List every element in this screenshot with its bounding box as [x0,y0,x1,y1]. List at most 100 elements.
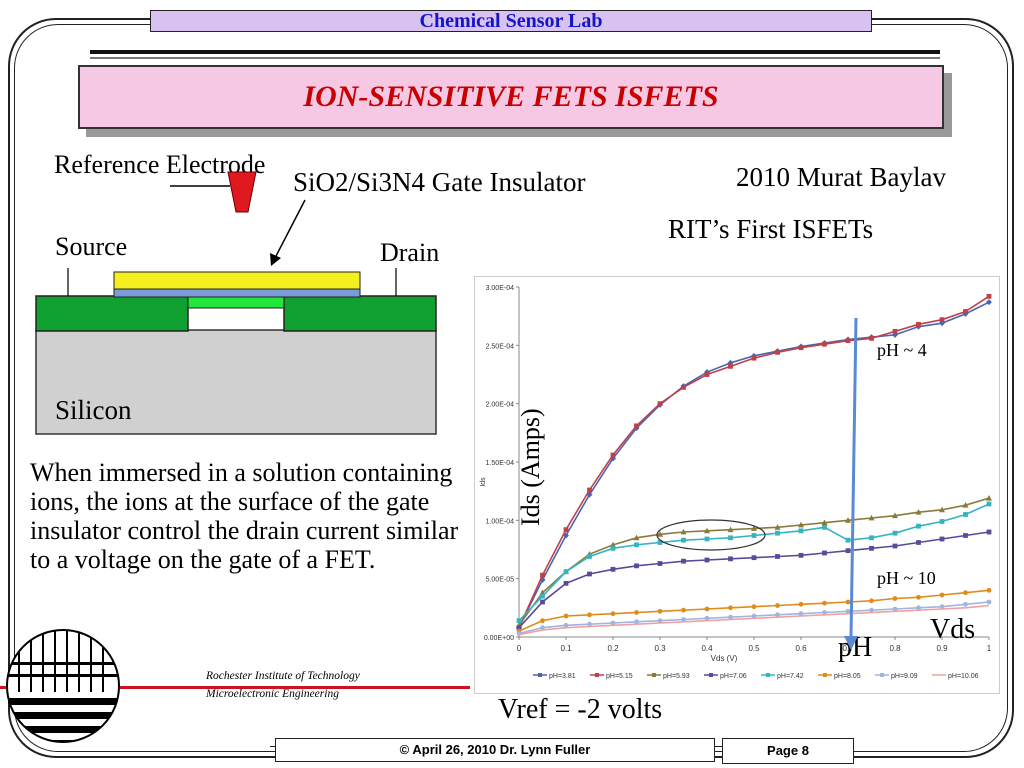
data-point [986,501,992,507]
data-point [704,606,710,612]
data-point [751,555,757,561]
data-point [563,622,569,628]
legend-label: pH=8.05 [834,673,861,680]
chart-caption: RIT’s First ISFETs [668,214,874,244]
legend-marker [880,673,884,677]
data-point [939,592,945,598]
lab-banner: Chemical Sensor Lab [150,10,872,32]
data-point [798,528,804,534]
legend-label: pH=7.42 [777,673,804,680]
data-point [869,598,874,604]
data-point [939,519,945,524]
legend-marker [652,673,656,677]
data-point [916,594,921,600]
data-point [775,603,780,608]
data-point [516,625,522,631]
data-point [869,607,874,613]
data-point [775,349,780,355]
data-point [845,608,851,614]
data-point [822,610,827,615]
logo-line1: Rochester Institute of Technology [206,670,360,682]
data-point [963,512,968,517]
ph-arrow-line [849,317,858,639]
data-point [798,552,804,558]
data-point [681,558,686,564]
series-line [518,604,990,636]
data-point [657,618,663,624]
y-tick-label: 1.50E-04 [486,460,515,467]
data-point [822,550,827,556]
data-point [540,572,545,578]
drain-region [283,295,437,332]
legend-label: pH=9.09 [891,673,918,680]
data-point [845,537,851,543]
ids-vds-chart: 0.00E+00 5.00E-05 1.00E-04 1.50E-04 2.00E-04… [474,276,1000,694]
data-point [869,335,874,341]
legend-marker [766,673,770,677]
data-point [610,541,616,548]
ph-arrow-head [844,636,858,650]
data-point [728,605,733,611]
rit-wafer-logo [6,629,120,743]
legend-label: pH=7.06 [720,673,747,680]
data-point [634,563,639,569]
data-point [563,613,569,619]
data-point [704,536,710,542]
data-point [728,614,733,620]
y-tick-label: 0.00E+00 [484,635,514,642]
data-point [681,607,686,613]
data-point [634,423,639,429]
data-point [657,561,663,566]
data-point [587,621,592,627]
data-point [680,528,687,535]
data-point [516,631,522,636]
y-tick-label: 1.00E-04 [486,518,515,525]
data-point [775,554,780,559]
x-tick-label: 0.6 [795,644,807,653]
data-point [563,580,569,586]
data-point [516,618,522,624]
data-point [798,601,804,607]
header-rule-thin [90,57,940,59]
logo-line2: Microelectronic Engineering [206,688,339,700]
data-point [657,608,663,614]
data-point [963,590,968,596]
data-point [845,338,851,344]
x-axis-label: Vds (V) [711,654,738,663]
chart-overlay [656,317,858,650]
data-point [657,531,663,537]
data-point [892,596,898,601]
data-point [892,606,898,612]
footer-page-number: Page 8 [722,738,854,764]
data-point [610,620,616,626]
x-tick-label: 0.3 [654,644,666,653]
data-point [751,533,757,538]
data-point [939,320,945,327]
legend-marker [538,673,542,677]
data-point [963,533,968,538]
data-point [704,615,710,621]
data-point [587,554,592,559]
data-point [798,611,804,617]
legend-marker [595,673,599,677]
x-tick-label: 0.5 [748,644,760,653]
legend-label: pH=5.15 [606,673,633,680]
data-point [986,599,992,605]
gate-insulator-layer [113,271,361,290]
data-point [610,611,616,617]
x-tick-label: 0.8 [889,644,901,653]
insulator-arrow-head [270,253,281,266]
data-point [610,545,616,551]
header-rule [90,50,940,54]
highlight-ellipse [656,519,766,551]
data-point [751,525,757,531]
data-point [587,571,592,577]
data-point [775,612,780,618]
data-point [822,341,827,347]
data-point [775,530,780,536]
silicon-substrate [35,329,437,435]
data-point [939,506,945,513]
data-point [751,604,757,610]
slide-title: ION-SENSITIVE FETS ISFETS [78,65,944,129]
data-point [751,613,757,619]
